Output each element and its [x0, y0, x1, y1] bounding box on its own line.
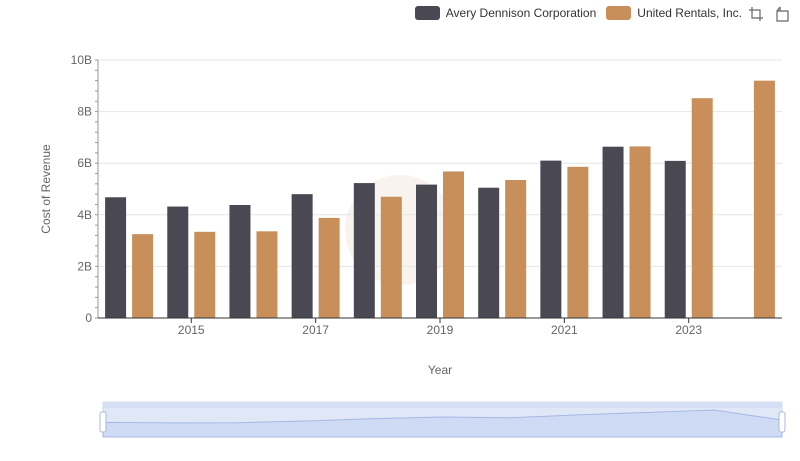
datazoom-preview-area — [102, 409, 783, 438]
bar-united-rentals-2017[interactable] — [318, 217, 340, 318]
bar-avery-dennison-2021[interactable] — [540, 160, 562, 318]
x-tick-label: 2023 — [675, 323, 702, 337]
bar-united-rentals-2014[interactable] — [132, 234, 154, 318]
x-tick-label: 2019 — [427, 323, 454, 337]
bar-united-rentals-2019[interactable] — [443, 171, 464, 318]
chart-legend: Avery Dennison Corporation United Rental… — [414, 4, 742, 22]
bar-united-rentals-2021[interactable] — [567, 166, 589, 318]
x-tick-label: 2015 — [178, 323, 205, 337]
bar-united-rentals-2018[interactable] — [380, 196, 402, 318]
datazoom-handle-right[interactable] — [778, 411, 786, 433]
datazoom-handle-left[interactable] — [99, 411, 107, 433]
bar-avery-dennison-2016[interactable] — [229, 204, 251, 318]
x-axis-title: Year — [428, 363, 452, 377]
legend-label-united-rentals: United Rentals, Inc. — [637, 6, 742, 20]
bar-avery-dennison-2020[interactable] — [478, 187, 500, 318]
y-tick-label: 6B — [77, 156, 92, 170]
y-tick-label: 2B — [77, 259, 92, 273]
y-tick-label: 8B — [77, 105, 92, 119]
bar-united-rentals-2022[interactable] — [629, 146, 651, 318]
y-axis-title: Cost of Revenue — [39, 144, 53, 234]
bar-avery-dennison-2019[interactable] — [416, 184, 437, 318]
bar-united-rentals-2023[interactable] — [691, 98, 713, 319]
bar-avery-dennison-2022[interactable] — [602, 146, 624, 318]
legend-item-avery-dennison[interactable]: Avery Dennison Corporation — [414, 6, 597, 20]
y-tick-label: 0 — [85, 311, 92, 325]
bar-united-rentals-2024[interactable] — [753, 80, 775, 318]
bar-united-rentals-2015[interactable] — [194, 231, 216, 318]
bar-avery-dennison-2017[interactable] — [291, 194, 313, 318]
datazoom-drag-bar[interactable] — [103, 402, 782, 408]
y-tick-label: 4B — [77, 208, 92, 222]
bars — [105, 80, 775, 319]
legend-item-united-rentals[interactable]: United Rentals, Inc. — [606, 6, 742, 20]
bar-avery-dennison-2023[interactable] — [664, 160, 686, 318]
chart-toolbox — [748, 6, 790, 22]
legend-label-avery-dennison: Avery Dennison Corporation — [445, 6, 597, 20]
x-tick-label: 2017 — [302, 323, 329, 337]
bar-avery-dennison-2014[interactable] — [105, 197, 127, 318]
bar-avery-dennison-2018[interactable] — [353, 183, 375, 318]
x-tick-label: 2021 — [551, 323, 578, 337]
bar-united-rentals-2016[interactable] — [256, 231, 278, 318]
legend-swatch-united-rentals — [606, 6, 632, 20]
zoom-icon[interactable] — [748, 6, 764, 22]
datazoom-slider[interactable] — [99, 401, 786, 438]
bar-united-rentals-2020[interactable] — [505, 179, 527, 318]
bar-avery-dennison-2015[interactable] — [167, 206, 189, 318]
axes: 0 2B 4B 6B 8B 10B 2015 2017 2019 2021 2023 — [71, 53, 782, 337]
y-tick-label: 10B — [71, 53, 92, 67]
legend-swatch-avery-dennison — [414, 6, 440, 20]
restore-icon[interactable] — [774, 6, 790, 22]
